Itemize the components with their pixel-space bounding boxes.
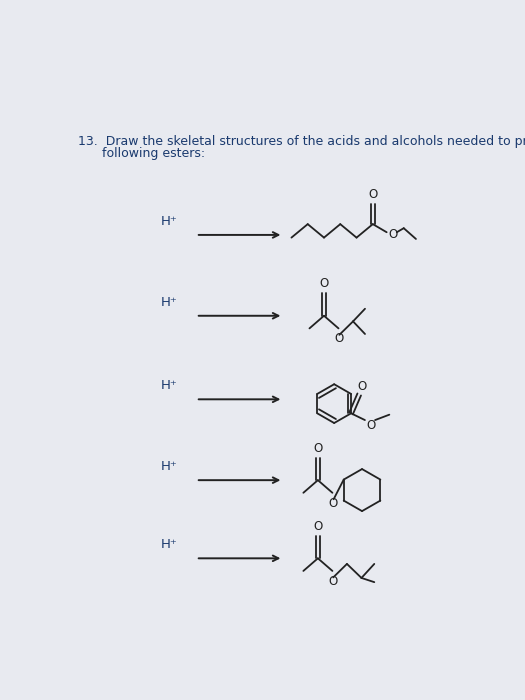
Text: O: O <box>366 419 376 432</box>
Text: O: O <box>329 496 338 510</box>
Text: O: O <box>388 228 397 242</box>
Text: H⁺: H⁺ <box>161 215 178 228</box>
Text: O: O <box>319 277 329 290</box>
Text: H⁺: H⁺ <box>161 296 178 309</box>
Text: following esters:: following esters: <box>78 147 205 160</box>
Text: 13.  Draw the skeletal structures of the acids and alcohols needed to produce th: 13. Draw the skeletal structures of the … <box>78 135 525 148</box>
Text: H⁺: H⁺ <box>161 379 178 392</box>
Text: O: O <box>357 380 366 393</box>
Text: O: O <box>329 575 338 588</box>
Text: O: O <box>368 188 377 201</box>
Text: O: O <box>334 332 343 345</box>
Text: O: O <box>313 519 322 533</box>
Text: H⁺: H⁺ <box>161 538 178 552</box>
Text: H⁺: H⁺ <box>161 460 178 473</box>
Text: O: O <box>313 442 322 454</box>
